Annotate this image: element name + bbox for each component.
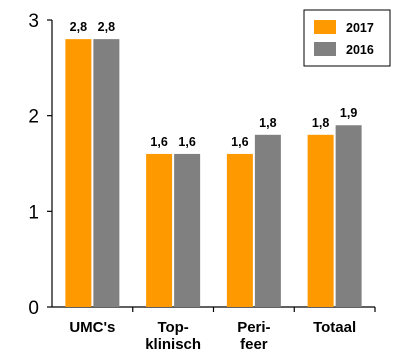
data-label-2017: 1,6: [231, 135, 248, 149]
data-label-2016: 1,8: [259, 116, 276, 130]
x-category-label-line: feer: [240, 336, 268, 353]
x-category-label-line: UMC's: [69, 319, 115, 336]
bar-2016: [254, 134, 281, 307]
legend-label-2017: 2017: [346, 21, 374, 35]
data-label-2017: 2,8: [70, 20, 87, 34]
x-category-label: UMC's: [69, 319, 115, 336]
y-tick-label: 0: [28, 298, 39, 319]
data-label-2016: 2,8: [98, 20, 115, 34]
x-category-label-line: klinisch: [145, 336, 201, 353]
bar-2017: [65, 39, 92, 308]
bar-2016: [335, 125, 362, 307]
x-category-label-line: Top-: [157, 319, 188, 336]
data-labels-group: 2,8 2,8 1,6 1,6 1,6 1,8 1,8 1,9: [70, 20, 358, 149]
x-category-label-line: Totaal: [313, 319, 356, 336]
axes-group: 0 1 2 3 UMC's Top-klinisch Peri-feer Totaal: [28, 11, 376, 353]
bar-2017: [226, 153, 253, 307]
legend-box: [303, 9, 391, 67]
data-label-2016: 1,6: [178, 135, 195, 149]
x-category-label: Top-klinisch: [145, 319, 201, 353]
legend: 2017 2016: [303, 9, 391, 67]
data-label-2017: 1,8: [312, 116, 329, 130]
legend-label-2016: 2016: [346, 43, 374, 57]
x-category-label: Totaal: [313, 319, 356, 336]
legend-swatch-2017: [314, 20, 336, 34]
y-tick-label: 2: [28, 107, 39, 128]
bar-2017: [307, 134, 334, 307]
legend-swatch-2016: [314, 42, 336, 56]
data-label-2017: 1,6: [150, 135, 167, 149]
bar-2017: [146, 153, 173, 307]
bar-2016: [174, 153, 201, 307]
data-label-2016: 1,9: [340, 106, 357, 120]
x-category-label-line: Peri-: [237, 319, 270, 336]
y-tick-label: 3: [28, 11, 39, 32]
y-tick-label: 1: [28, 202, 39, 223]
x-category-label: Peri-feer: [237, 319, 270, 353]
bar-2016: [93, 39, 120, 308]
bars-group: [65, 39, 362, 308]
